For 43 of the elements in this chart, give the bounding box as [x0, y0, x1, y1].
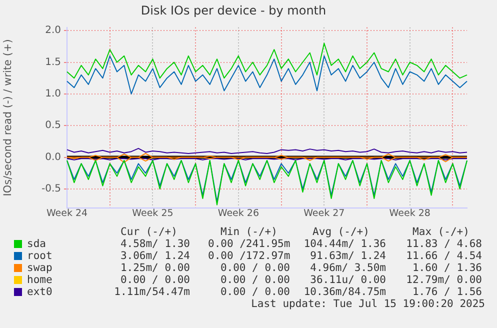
y-tick-label: 0.0 [45, 152, 61, 163]
x-tick-label: Week 28 [389, 208, 430, 220]
text: 1.11m/54.47m [113, 286, 190, 298]
text: 0.00 / 0.00 [219, 262, 290, 274]
text: Cur (-/+) [120, 226, 178, 238]
legend-label: swap [27, 262, 52, 274]
text: 104.44m/ 1.36 [302, 238, 386, 250]
text: 0.00 / 0.00 [219, 274, 290, 286]
y-tick-label: 1.0 [45, 88, 61, 100]
text: 4.58m/ 1.30 [119, 238, 190, 250]
text: Max (-/+) [412, 226, 470, 238]
text: 0.00 /172.97m [208, 250, 290, 262]
legend-label: root [27, 250, 52, 262]
text: Min (-/+) [220, 226, 278, 238]
y-tick-label: 2.0 [45, 25, 61, 36]
x-tick-label: Week 27 [304, 208, 345, 220]
text: 36.11u/ 0.00 [309, 274, 386, 286]
text: 0.00 / 0.00 [219, 286, 290, 298]
legend-label: sda [27, 238, 46, 250]
y-tick-label: -0.5 [41, 184, 61, 195]
text: 1.60 / 1.36 [411, 262, 482, 274]
legend-label: home [27, 274, 52, 286]
text: 1.76 / 1.56 [411, 286, 482, 298]
text: 3.06m/ 1.24 [119, 250, 190, 262]
text: 11.83 / 4.68 [405, 238, 482, 250]
legend-label: ext0 [27, 286, 52, 298]
x-tick-label: Week 26 [218, 208, 259, 220]
text: 91.63m/ 1.24 [309, 250, 386, 262]
chart-title: Disk IOs per device - by month [140, 3, 326, 18]
text: 0.00 /241.95m [208, 238, 290, 250]
text: Last update: Tue Jul 15 19:00:20 2025 [250, 298, 485, 310]
x-tick-label: Week 25 [132, 208, 174, 220]
text: 12.79m/ 0.00 [405, 274, 482, 286]
y-tick-label: 1.5 [45, 56, 61, 68]
text: 4.96m/ 3.50m [309, 262, 386, 274]
y-tick-label: 0.5 [45, 120, 61, 132]
text: Avg (-/+) [312, 226, 370, 238]
y-axis-title: IOs/second read (-) / write (+) [2, 39, 14, 196]
text: 11.66 / 4.54 [405, 250, 482, 262]
text: 10.36m/84.75m [302, 286, 386, 298]
x-tick-label: Week 24 [46, 208, 88, 220]
text: 1.25m/ 0.00 [119, 262, 190, 274]
text: 0.00 / 0.00 [119, 274, 190, 286]
